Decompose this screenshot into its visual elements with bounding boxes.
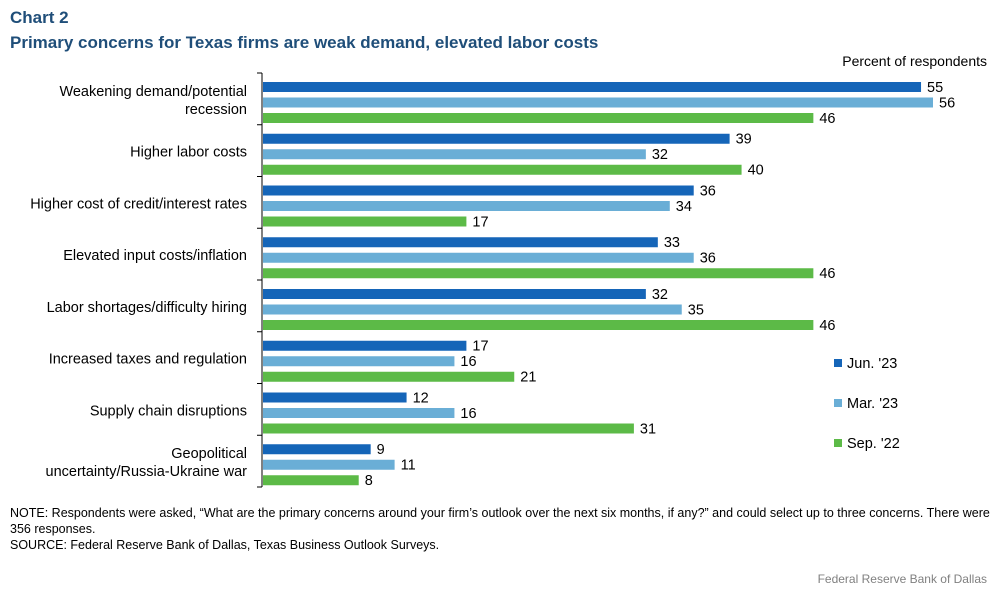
data-label: 46 xyxy=(819,266,835,282)
bar xyxy=(263,133,730,144)
data-label: 8 xyxy=(365,473,373,489)
bar xyxy=(263,185,694,196)
category-label: Labor shortages/difficulty hiring xyxy=(47,300,247,316)
category-label: Supply chain disruptions xyxy=(90,403,247,419)
bar xyxy=(263,216,467,227)
bar xyxy=(263,289,646,299)
notes: NOTE: Respondents were asked, “What are … xyxy=(10,505,990,553)
data-label: 32 xyxy=(652,287,668,303)
data-label: 11 xyxy=(401,458,416,474)
data-label: 35 xyxy=(688,302,704,318)
chart-number: Chart 2 xyxy=(10,8,69,27)
data-label: 31 xyxy=(640,421,656,437)
category-label: Higher cost of credit/interest rates xyxy=(30,196,247,212)
bar xyxy=(263,423,634,434)
bar xyxy=(263,356,455,367)
unit-label: Percent of respondents xyxy=(842,53,987,69)
data-label: 33 xyxy=(664,235,680,251)
data-label: 17 xyxy=(472,214,488,230)
data-label: 16 xyxy=(460,406,476,422)
data-label: 46 xyxy=(819,318,835,334)
category-label: Increased taxes and regulation xyxy=(49,351,247,367)
bar xyxy=(263,149,646,160)
legend-label: Jun. '23 xyxy=(847,356,897,372)
bar xyxy=(263,237,658,248)
data-label: 12 xyxy=(413,390,429,406)
bar xyxy=(263,320,814,330)
bar xyxy=(263,340,467,351)
data-label: 36 xyxy=(700,251,716,267)
data-label: 40 xyxy=(748,163,764,179)
source-text: SOURCE: Federal Reserve Bank of Dallas, … xyxy=(10,538,440,552)
data-label: 34 xyxy=(676,199,692,215)
data-label: 9 xyxy=(377,442,385,458)
note-text: NOTE: Respondents were asked, “What are … xyxy=(10,506,990,536)
category-label: Geopolitical uncertainty/Russia-Ukraine w… xyxy=(46,446,248,480)
credit: Federal Reserve Bank of Dallas xyxy=(817,572,987,586)
legend-swatch xyxy=(834,399,842,407)
category-label: Weakening demand/potential recession xyxy=(59,84,247,118)
bar xyxy=(263,459,395,470)
bar xyxy=(263,444,371,455)
legend-swatch xyxy=(834,359,842,367)
bar xyxy=(263,97,933,108)
legend-swatch xyxy=(834,439,842,447)
category-label: Elevated input costs/inflation xyxy=(63,248,247,264)
legend-label: Sep. '22 xyxy=(847,436,900,452)
bar xyxy=(263,475,359,486)
data-label: 36 xyxy=(700,183,716,199)
bar xyxy=(263,164,742,175)
legend-label: Mar. '23 xyxy=(847,396,898,412)
data-label: 16 xyxy=(460,354,476,370)
bar xyxy=(263,82,922,92)
bar xyxy=(263,201,670,211)
bar xyxy=(263,113,814,123)
data-label: 56 xyxy=(939,95,955,111)
data-label: 46 xyxy=(819,111,835,127)
data-label: 17 xyxy=(472,339,488,355)
bar xyxy=(263,252,694,263)
chart-title: Primary concerns for Texas firms are wea… xyxy=(10,33,599,52)
data-label: 39 xyxy=(736,132,752,148)
data-label: 21 xyxy=(520,370,536,386)
bar-chart: Weakening demand/potential recession Highe… xyxy=(30,72,955,489)
bar xyxy=(263,304,682,315)
bar xyxy=(263,408,455,418)
data-label: 32 xyxy=(652,147,668,163)
data-label: 55 xyxy=(927,80,943,96)
category-label: Higher labor costs xyxy=(130,144,247,160)
bar xyxy=(263,392,407,403)
bar xyxy=(263,371,515,382)
bar xyxy=(263,268,814,279)
